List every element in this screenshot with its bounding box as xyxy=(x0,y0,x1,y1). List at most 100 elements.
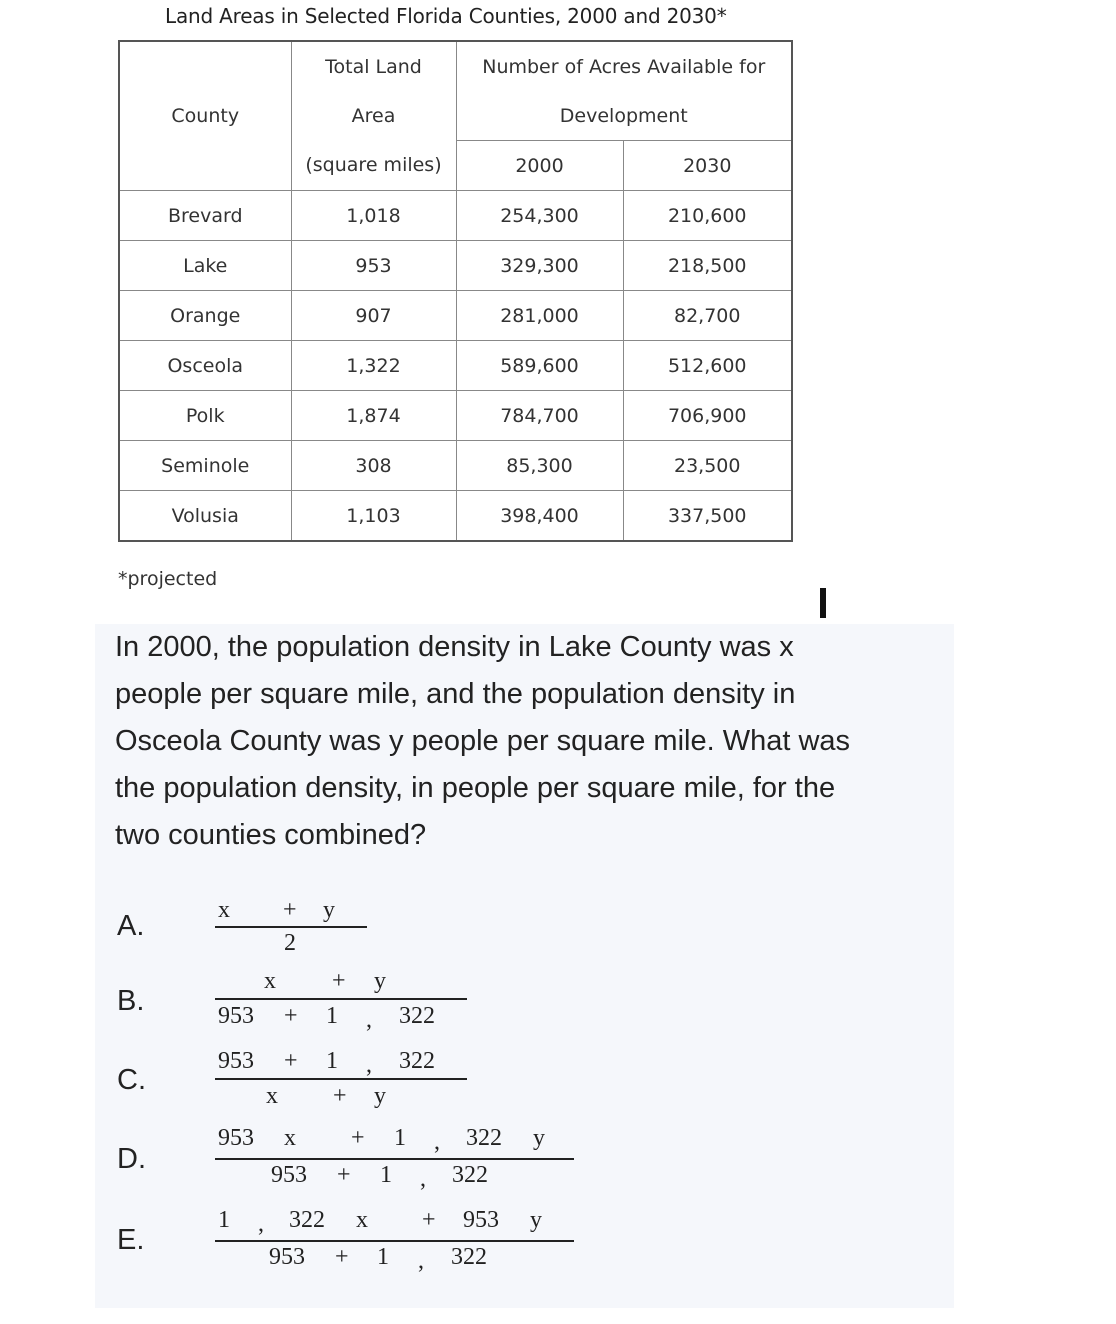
table-footnote: *projected xyxy=(118,568,218,590)
table-row: Brevard 1,018 254,300 210,600 xyxy=(118,190,793,241)
cell-acres-2000: 85,300 xyxy=(455,440,624,491)
math-token: + xyxy=(333,1083,347,1109)
cell-area: 1,874 xyxy=(290,390,457,441)
math-token: 322 xyxy=(466,1125,502,1151)
math-token: , xyxy=(434,1129,440,1155)
math-token: 953 xyxy=(463,1207,499,1233)
land-area-table: Total Land Number of Acres Available for… xyxy=(118,40,793,542)
question-line: the population density, in people per sq… xyxy=(115,772,836,804)
option-c-letter: C. xyxy=(117,1064,146,1096)
option-d-letter: D. xyxy=(117,1143,146,1175)
math-token: 322 xyxy=(399,1048,435,1074)
cell-acres-2030: 218,500 xyxy=(622,240,793,291)
table-title: Land Areas in Selected Florida Counties,… xyxy=(165,4,727,28)
math-token: 953 xyxy=(269,1244,305,1270)
header-row-2: County Area Development xyxy=(118,91,793,141)
math-token: 953 xyxy=(271,1162,307,1188)
cell-acres-2000: 784,700 xyxy=(455,390,624,441)
math-token: x xyxy=(284,1125,296,1151)
table-row: Lake 953 329,300 218,500 xyxy=(118,240,793,291)
question-line: people per square mile, and the populati… xyxy=(115,678,796,710)
option-a-letter: A. xyxy=(117,910,145,942)
math-token: y xyxy=(323,897,335,923)
question-text: In 2000, the population density in Lake … xyxy=(115,624,915,859)
header-total-land-line2: Area xyxy=(290,91,457,141)
cell-county: Orange xyxy=(118,290,292,341)
header-year-2000: 2000 xyxy=(455,140,624,191)
table-row: Orange 907 281,000 82,700 xyxy=(118,290,793,341)
cell-acres-2000: 254,300 xyxy=(455,190,624,241)
math-token: x xyxy=(264,968,276,994)
math-token: y xyxy=(530,1207,542,1233)
header-year-2030: 2030 xyxy=(622,140,793,191)
header-total-land-line1: Total Land xyxy=(290,40,457,91)
header-total-land-line3: (square miles) xyxy=(290,140,457,191)
math-token: 322 xyxy=(451,1244,487,1270)
cell-county: Volusia xyxy=(118,490,292,542)
cell-acres-2030: 210,600 xyxy=(622,190,793,241)
math-token: 1 xyxy=(326,1048,338,1074)
math-token: 322 xyxy=(289,1207,325,1233)
math-token: + xyxy=(422,1207,436,1233)
fraction-bar xyxy=(215,926,367,928)
cell-area: 308 xyxy=(290,440,457,491)
math-token: , xyxy=(366,1052,372,1078)
math-token: , xyxy=(418,1248,424,1274)
cell-acres-2030: 706,900 xyxy=(622,390,793,441)
math-token: 1 xyxy=(326,1003,338,1029)
header-acres-line1: Number of Acres Available for xyxy=(455,40,793,91)
text-cursor-icon xyxy=(820,588,826,618)
cell-county: Polk xyxy=(118,390,292,441)
table-row: Polk 1,874 784,700 706,900 xyxy=(118,390,793,441)
math-token: 1 xyxy=(380,1162,392,1188)
cell-area: 1,018 xyxy=(290,190,457,241)
cell-acres-2000: 329,300 xyxy=(455,240,624,291)
cell-area: 1,322 xyxy=(290,340,457,391)
math-token: x xyxy=(266,1083,278,1109)
header-county: County xyxy=(118,91,292,141)
question-line: In 2000, the population density in Lake … xyxy=(115,631,794,663)
math-token: x xyxy=(356,1207,368,1233)
header-acres-line2: Development xyxy=(455,91,793,141)
question-line: two counties combined? xyxy=(115,819,427,851)
cell-county: Seminole xyxy=(118,440,292,491)
fraction-bar xyxy=(215,998,467,1000)
math-token: y xyxy=(374,1083,386,1109)
math-token: + xyxy=(283,897,297,923)
math-token: 953 xyxy=(218,1125,254,1151)
cell-acres-2030: 512,600 xyxy=(622,340,793,391)
cell-area: 907 xyxy=(290,290,457,341)
math-token: + xyxy=(351,1125,365,1151)
cell-acres-2030: 23,500 xyxy=(622,440,793,491)
cell-area: 953 xyxy=(290,240,457,291)
table-row: Seminole 308 85,300 23,500 xyxy=(118,440,793,491)
math-token: , xyxy=(258,1211,264,1237)
math-token: 953 xyxy=(218,1048,254,1074)
math-token: 322 xyxy=(399,1003,435,1029)
math-token: + xyxy=(332,968,346,994)
cell-county: Osceola xyxy=(118,340,292,391)
header-county-blank-top xyxy=(118,40,292,91)
table-row: Osceola 1,322 589,600 512,600 xyxy=(118,340,793,391)
math-token: + xyxy=(335,1244,349,1270)
math-token: 322 xyxy=(452,1162,488,1188)
cell-county: Lake xyxy=(118,240,292,291)
math-token: y xyxy=(374,968,386,994)
fraction-bar xyxy=(215,1158,574,1160)
cell-acres-2030: 337,500 xyxy=(622,490,793,542)
cell-acres-2030: 82,700 xyxy=(622,290,793,341)
table-row: Volusia 1,103 398,400 337,500 xyxy=(118,490,793,542)
math-token: + xyxy=(284,1048,298,1074)
cell-acres-2000: 398,400 xyxy=(455,490,624,542)
math-token: 2 xyxy=(284,930,296,956)
header-row-1: Total Land Number of Acres Available for xyxy=(118,40,793,91)
math-token: 953 xyxy=(218,1003,254,1029)
fraction-bar xyxy=(215,1240,574,1242)
math-token: + xyxy=(284,1003,298,1029)
math-token: y xyxy=(533,1125,545,1151)
math-token: 1 xyxy=(377,1244,389,1270)
math-token: 1 xyxy=(218,1207,230,1233)
header-county-blank-bottom xyxy=(118,140,292,191)
math-token: x xyxy=(218,897,230,923)
cell-acres-2000: 281,000 xyxy=(455,290,624,341)
